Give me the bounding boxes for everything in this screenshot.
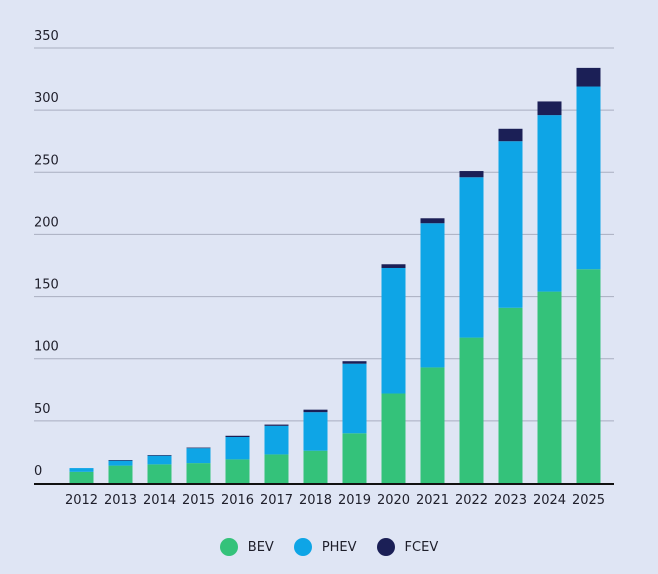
legend-item-phev: PHEV [293,538,357,556]
bar-phev-2013 [108,460,133,466]
x-tick-label-2017: 2017 [260,493,293,508]
legend-item-bev: BEV [219,538,274,556]
bars [69,67,601,483]
bar-bev-2020 [381,393,406,483]
x-tick-label-2018: 2018 [299,493,332,508]
legend: BEV PHEV FCEV [0,538,658,556]
gridlines [34,47,614,422]
y-tick-label-300: 300 [34,91,59,106]
bar-fcev-2017 [264,424,289,426]
bar-bev-2019 [342,433,367,483]
bar-fcev-2021 [420,218,445,224]
bar-phev-2024 [537,115,562,292]
bar-bev-2021 [420,367,445,483]
bar-bev-2016 [225,459,250,483]
y-tick-label-250: 250 [34,153,59,168]
y-tick-label-150: 150 [34,278,59,293]
bar-bev-2023 [498,307,523,483]
bar-phev-2012 [69,468,94,472]
y-tick-label-200: 200 [34,215,59,230]
x-tick-label-2019: 2019 [338,493,371,508]
y-tick-label-0: 0 [34,464,42,479]
bar-bev-2012 [69,471,94,483]
x-tick-label-2014: 2014 [143,493,176,508]
bar-fcev-2016 [225,435,250,438]
legend-item-fcev: FCEV [376,538,439,556]
legend-swatch-phev [293,538,312,556]
bar-bev-2018 [303,450,328,483]
legend-label-fcev: FCEV [404,539,439,555]
bar-bev-2024 [537,291,562,483]
y-tick-label-50: 50 [34,402,51,417]
bar-bev-2013 [108,465,133,483]
bar-bev-2014 [147,464,172,483]
x-tick-label-2021: 2021 [416,493,449,508]
x-tick-label-2025: 2025 [572,493,605,508]
bar-phev-2019 [342,363,367,434]
bar-phev-2014 [147,455,172,465]
bar-phev-2016 [225,437,250,460]
bar-fcev-2020 [381,264,406,268]
bar-fcev-2023 [498,128,523,142]
bar-fcev-2013 [108,460,133,461]
y-tick-label-100: 100 [34,340,59,355]
bar-bev-2017 [264,454,289,483]
bar-phev-2023 [498,141,523,308]
bar-bev-2015 [186,463,211,483]
bar-bev-2025 [576,269,601,483]
y-tick-label-350: 350 [34,29,59,44]
bar-phev-2020 [381,267,406,394]
bar-fcev-2025 [576,67,601,87]
x-tick-label-2020: 2020 [377,493,410,508]
x-tick-label-2012: 2012 [65,493,98,508]
bar-fcev-2024 [537,101,562,116]
bar-phev-2021 [420,223,445,368]
legend-label-phev: PHEV [321,539,357,555]
legend-swatch-bev [219,538,238,556]
x-tick-label-2013: 2013 [104,493,137,508]
bar-fcev-2022 [459,171,484,178]
bar-fcev-2019 [342,361,367,364]
bar-bev-2022 [459,337,484,483]
bar-phev-2025 [576,86,601,270]
x-tick-label-2023: 2023 [494,493,527,508]
x-axis-ticks: 2012 2013 2014 2015 2016 2017 2018 2019 2020 2021… [65,493,605,508]
bar-phev-2015 [186,448,211,464]
legend-swatch-fcev [376,538,395,556]
x-tick-label-2024: 2024 [533,493,566,508]
bar-phev-2022 [459,177,484,338]
legend-label-bev: BEV [247,539,274,555]
bar-fcev-2014 [147,455,172,456]
x-tick-label-2015: 2015 [182,493,215,508]
bar-phev-2017 [264,425,289,455]
x-tick-label-2022: 2022 [455,493,488,508]
y-axis-ticks: 0 50 100 150 200 250 300 350 [34,29,59,479]
x-tick-label-2016: 2016 [221,493,254,508]
bar-fcev-2015 [186,447,211,449]
bar-fcev-2018 [303,409,328,413]
bar-phev-2018 [303,412,328,451]
